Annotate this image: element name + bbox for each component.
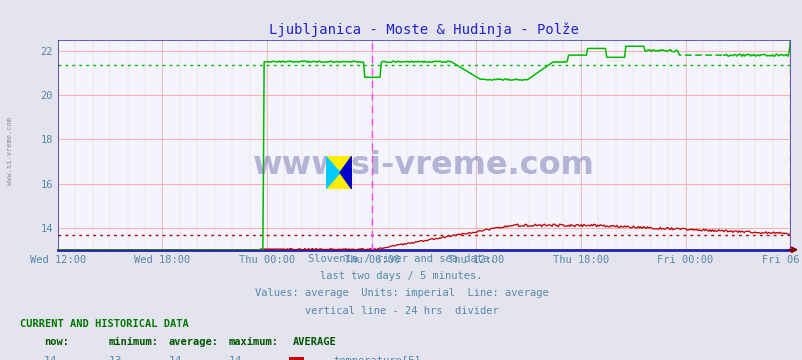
Text: CURRENT AND HISTORICAL DATA: CURRENT AND HISTORICAL DATA — [20, 319, 188, 329]
Text: www.si-vreme.com: www.si-vreme.com — [253, 150, 594, 181]
Text: average:: average: — [168, 337, 218, 347]
Text: minimum:: minimum: — [108, 337, 158, 347]
Text: vertical line - 24 hrs  divider: vertical line - 24 hrs divider — [304, 306, 498, 316]
Text: 14: 14 — [229, 356, 242, 360]
Text: last two days / 5 minutes.: last two days / 5 minutes. — [320, 271, 482, 281]
Text: AVERAGE: AVERAGE — [293, 337, 336, 347]
Polygon shape — [326, 156, 339, 189]
Text: temperature[F]: temperature[F] — [333, 356, 420, 360]
Text: maximum:: maximum: — [229, 337, 278, 347]
Text: now:: now: — [44, 337, 69, 347]
Text: Values: average  Units: imperial  Line: average: Values: average Units: imperial Line: av… — [254, 288, 548, 298]
Text: 13: 13 — [108, 356, 122, 360]
Text: www.si-vreme.com: www.si-vreme.com — [6, 117, 13, 185]
Text: 14: 14 — [44, 356, 58, 360]
Text: Slovenia / river and sea data.: Slovenia / river and sea data. — [307, 254, 495, 264]
Polygon shape — [326, 156, 351, 189]
Polygon shape — [339, 156, 351, 189]
Title: Ljubljanica - Moste & Hudinja - Polže: Ljubljanica - Moste & Hudinja - Polže — [269, 23, 578, 37]
Text: 14: 14 — [168, 356, 182, 360]
